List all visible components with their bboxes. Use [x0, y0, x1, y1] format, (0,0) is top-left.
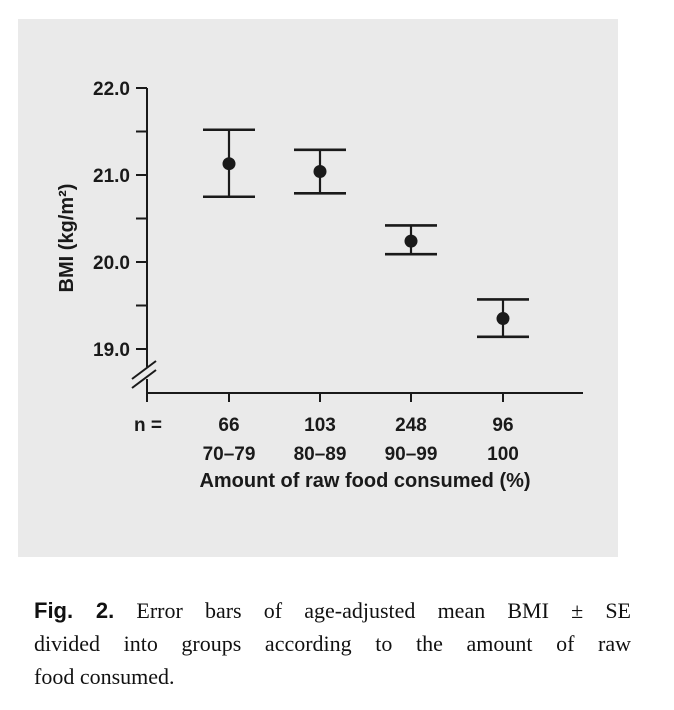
- x-axis-title: Amount of raw food consumed (%): [199, 470, 530, 492]
- group-range-label: 90–99: [385, 444, 438, 465]
- y-tick-label: 21.0: [93, 166, 130, 187]
- mean-dot: [313, 165, 327, 179]
- chart-panel: 22.0 21.0 20.0 19.0 66 70–79 103 80–89 248 90–99…: [18, 19, 618, 557]
- n-value-label: 96: [492, 415, 513, 436]
- caption-line: Fig. 2. Error bars of age-adjusted mean …: [34, 594, 631, 627]
- plot-background: [18, 19, 618, 557]
- mean-dot: [222, 157, 236, 171]
- y-tick-label: 20.0: [93, 253, 130, 274]
- figure-number-label: Fig. 2.: [34, 598, 115, 623]
- caption-line: divided into groups according to the amo…: [34, 631, 631, 656]
- n-value-label: 248: [395, 415, 427, 436]
- bmi-error-bar-chart: 22.0 21.0 20.0 19.0 66 70–79 103 80–89 248 90–99…: [18, 19, 618, 557]
- n-value-label: 66: [218, 415, 239, 436]
- data-points: [203, 128, 529, 339]
- n-equals-label: n =: [134, 415, 162, 436]
- mean-dot: [496, 312, 510, 326]
- group-range-label: 100: [487, 444, 519, 465]
- y-axis-ticks: 22.0 21.0 20.0 19.0: [93, 79, 147, 361]
- group-range-label: 80–89: [294, 444, 347, 465]
- y-axis-title: BMI (kg/m²): [56, 184, 78, 293]
- n-value-label: 103: [304, 415, 336, 436]
- axis-break-icon: [131, 360, 157, 380]
- mean-dot: [404, 234, 418, 248]
- figure-caption: Fig. 2. Error bars of age-adjusted mean …: [34, 594, 631, 693]
- caption-text: Error bars of age-adjusted mean BMI ± SE: [136, 598, 631, 623]
- group-range-label: 70–79: [203, 444, 256, 465]
- axis-break-icon: [131, 369, 157, 389]
- caption-line: food consumed.: [34, 664, 175, 689]
- x-axis-labels: 66 70–79 103 80–89 248 90–99 96 100: [203, 393, 519, 465]
- y-tick-label: 22.0: [93, 79, 130, 100]
- y-tick-label: 19.0: [93, 340, 130, 361]
